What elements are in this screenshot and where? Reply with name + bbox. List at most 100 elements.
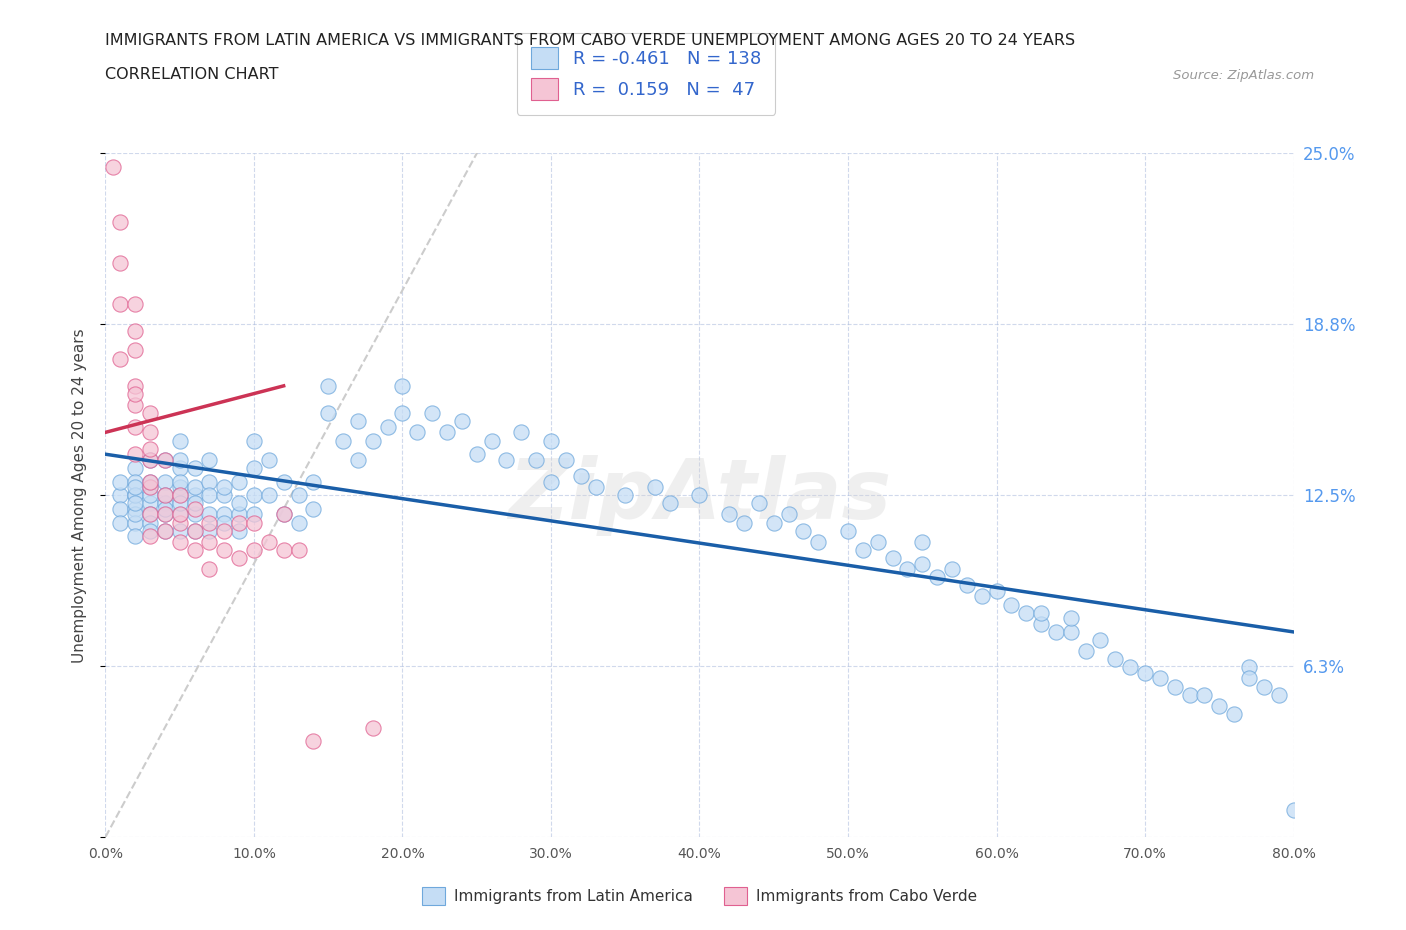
Point: [124, 419, 146, 434]
Point: [807, 534, 830, 549]
Point: [778, 507, 800, 522]
Point: [183, 524, 205, 538]
Point: [198, 507, 221, 522]
Point: [1060, 611, 1083, 626]
Point: [273, 474, 295, 489]
Point: [124, 397, 146, 412]
Point: [110, 501, 132, 516]
Point: [658, 496, 681, 511]
Point: [214, 507, 236, 522]
Point: [228, 524, 250, 538]
Point: [243, 488, 266, 503]
Point: [540, 433, 562, 448]
Point: [510, 425, 533, 440]
Point: [198, 452, 221, 467]
Point: [273, 507, 295, 522]
Point: [198, 562, 221, 577]
Point: [101, 160, 124, 175]
Point: [153, 488, 176, 503]
Point: [748, 496, 770, 511]
Point: [139, 452, 162, 467]
Point: [1237, 660, 1260, 675]
Point: [956, 578, 979, 593]
Legend: Immigrants from Latin America, Immigrants from Cabo Verde: Immigrants from Latin America, Immigrant…: [416, 881, 983, 911]
Point: [911, 534, 934, 549]
Point: [139, 529, 162, 544]
Point: [110, 515, 132, 530]
Point: [1223, 707, 1246, 722]
Point: [169, 515, 191, 530]
Text: CORRELATION CHART: CORRELATION CHART: [105, 67, 278, 82]
Point: [1074, 644, 1097, 658]
Point: [495, 452, 517, 467]
Point: [1164, 679, 1187, 694]
Point: [1104, 652, 1126, 667]
Point: [614, 488, 637, 503]
Point: [153, 501, 176, 516]
Point: [139, 507, 162, 522]
Point: [1000, 597, 1022, 612]
Point: [139, 507, 162, 522]
Point: [866, 534, 889, 549]
Point: [110, 352, 132, 366]
Point: [169, 496, 191, 511]
Point: [169, 534, 191, 549]
Point: [124, 529, 146, 544]
Point: [139, 496, 162, 511]
Point: [124, 343, 146, 358]
Point: [153, 524, 176, 538]
Point: [183, 488, 205, 503]
Point: [110, 215, 132, 230]
Point: [689, 488, 711, 503]
Point: [153, 474, 176, 489]
Point: [153, 452, 176, 467]
Point: [243, 460, 266, 475]
Point: [139, 488, 162, 503]
Point: [391, 379, 413, 393]
Point: [1237, 671, 1260, 685]
Point: [153, 496, 176, 511]
Point: [124, 515, 146, 530]
Point: [481, 433, 503, 448]
Point: [361, 433, 384, 448]
Point: [1060, 625, 1083, 640]
Point: [391, 405, 413, 420]
Point: [124, 324, 146, 339]
Point: [110, 474, 132, 489]
Point: [1119, 660, 1142, 675]
Point: [762, 515, 785, 530]
Point: [1045, 625, 1067, 640]
Point: [302, 734, 325, 749]
Point: [1208, 698, 1230, 713]
Point: [585, 480, 607, 495]
Point: [540, 474, 562, 489]
Point: [302, 501, 325, 516]
Point: [228, 474, 250, 489]
Point: [139, 474, 162, 489]
Point: [169, 488, 191, 503]
Point: [183, 507, 205, 522]
Point: [569, 469, 592, 484]
Point: [1029, 605, 1052, 620]
Point: [228, 551, 250, 565]
Point: [986, 583, 1008, 598]
Point: [153, 524, 176, 538]
Point: [970, 589, 993, 604]
Point: [450, 414, 472, 429]
Point: [837, 524, 859, 538]
Point: [927, 570, 949, 585]
Point: [347, 414, 370, 429]
Point: [169, 507, 191, 522]
Point: [124, 460, 146, 475]
Point: [139, 425, 162, 440]
Point: [214, 524, 236, 538]
Point: [718, 507, 741, 522]
Text: Source: ZipAtlas.com: Source: ZipAtlas.com: [1174, 69, 1315, 82]
Point: [257, 488, 280, 503]
Point: [139, 480, 162, 495]
Point: [316, 379, 339, 393]
Point: [124, 446, 146, 461]
Point: [169, 507, 191, 522]
Point: [153, 507, 176, 522]
Point: [183, 496, 205, 511]
